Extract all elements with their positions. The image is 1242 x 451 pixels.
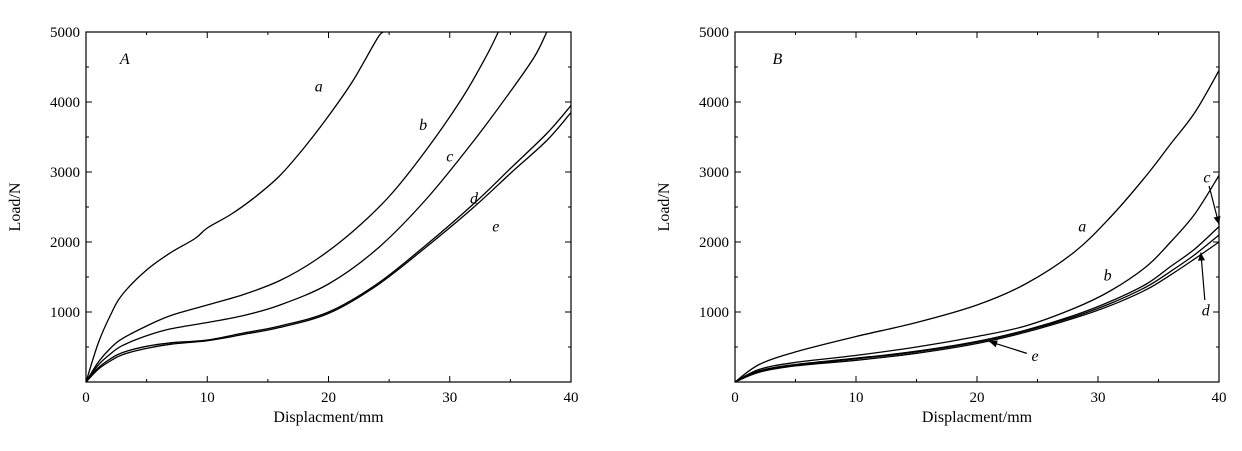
curve-e [734, 241, 1220, 383]
curve-e [85, 112, 572, 383]
y-tick-label: 4000 [699, 95, 729, 111]
x-tick-label: 20 [321, 390, 336, 406]
x-tick-label: 40 [1212, 390, 1227, 406]
x-tick-label: 0 [82, 390, 90, 406]
curve-label-c: c [446, 149, 453, 166]
curve-label-a: a [1078, 219, 1086, 236]
curve-a [734, 70, 1220, 383]
plot-frame [734, 31, 1220, 383]
y-axis-title: Load/N [7, 182, 24, 231]
x-tick-label: 30 [442, 390, 457, 406]
curve-d [85, 105, 572, 383]
chart-panel-b: 0 10 20 30 40 1000 2000 3000 4000 5000 Displacment… [656, 25, 1227, 426]
y-tick-label: 3000 [50, 165, 80, 181]
y-axis-title: Load/N [656, 182, 673, 231]
panel-label: B [772, 51, 782, 68]
curve-c [734, 226, 1220, 383]
x-tick-label: 0 [731, 390, 739, 406]
x-axis-title: Displacment/mm [273, 409, 384, 426]
curve-label-a: a [315, 79, 323, 96]
arrow-head-c [1213, 215, 1221, 225]
curve-label-d: d [470, 191, 479, 208]
y-tick-label: 3000 [699, 165, 729, 181]
y-tick-label: 5000 [50, 25, 80, 41]
y-tick-label: 4000 [50, 95, 80, 111]
x-axis-title: Displacment/mm [922, 409, 1033, 426]
arrow-head-e [989, 340, 998, 348]
curve-label-d: d [1202, 303, 1211, 320]
curve-b [85, 31, 499, 383]
curve-label-b: b [419, 117, 427, 134]
x-tick-label: 40 [564, 390, 579, 406]
plot-frame [85, 31, 572, 383]
x-tick-label: 10 [200, 390, 215, 406]
curve-label-b: b [1104, 268, 1112, 285]
arrow-head-d [1198, 252, 1205, 261]
y-tick-label: 2000 [50, 235, 80, 251]
panel-label: A [119, 51, 130, 68]
curve-label-e: e [1032, 348, 1039, 365]
y-tick-label: 1000 [699, 305, 729, 321]
curve-label-e: e [492, 219, 499, 236]
curve-c [85, 31, 548, 383]
curve-b [734, 175, 1220, 383]
y-tick-label: 5000 [699, 25, 729, 41]
y-tick-label: 1000 [50, 305, 80, 321]
curve-label-c: c [1203, 170, 1210, 187]
x-tick-label: 10 [849, 390, 864, 406]
x-tick-label: 30 [1091, 390, 1106, 406]
y-tick-label: 2000 [699, 235, 729, 251]
x-tick-label: 20 [970, 390, 985, 406]
chart-panel-a: 0 10 20 30 40 1000 2000 3000 4000 5000 Displacment… [7, 25, 579, 426]
curve-d [734, 234, 1220, 383]
curve-a [85, 31, 384, 383]
